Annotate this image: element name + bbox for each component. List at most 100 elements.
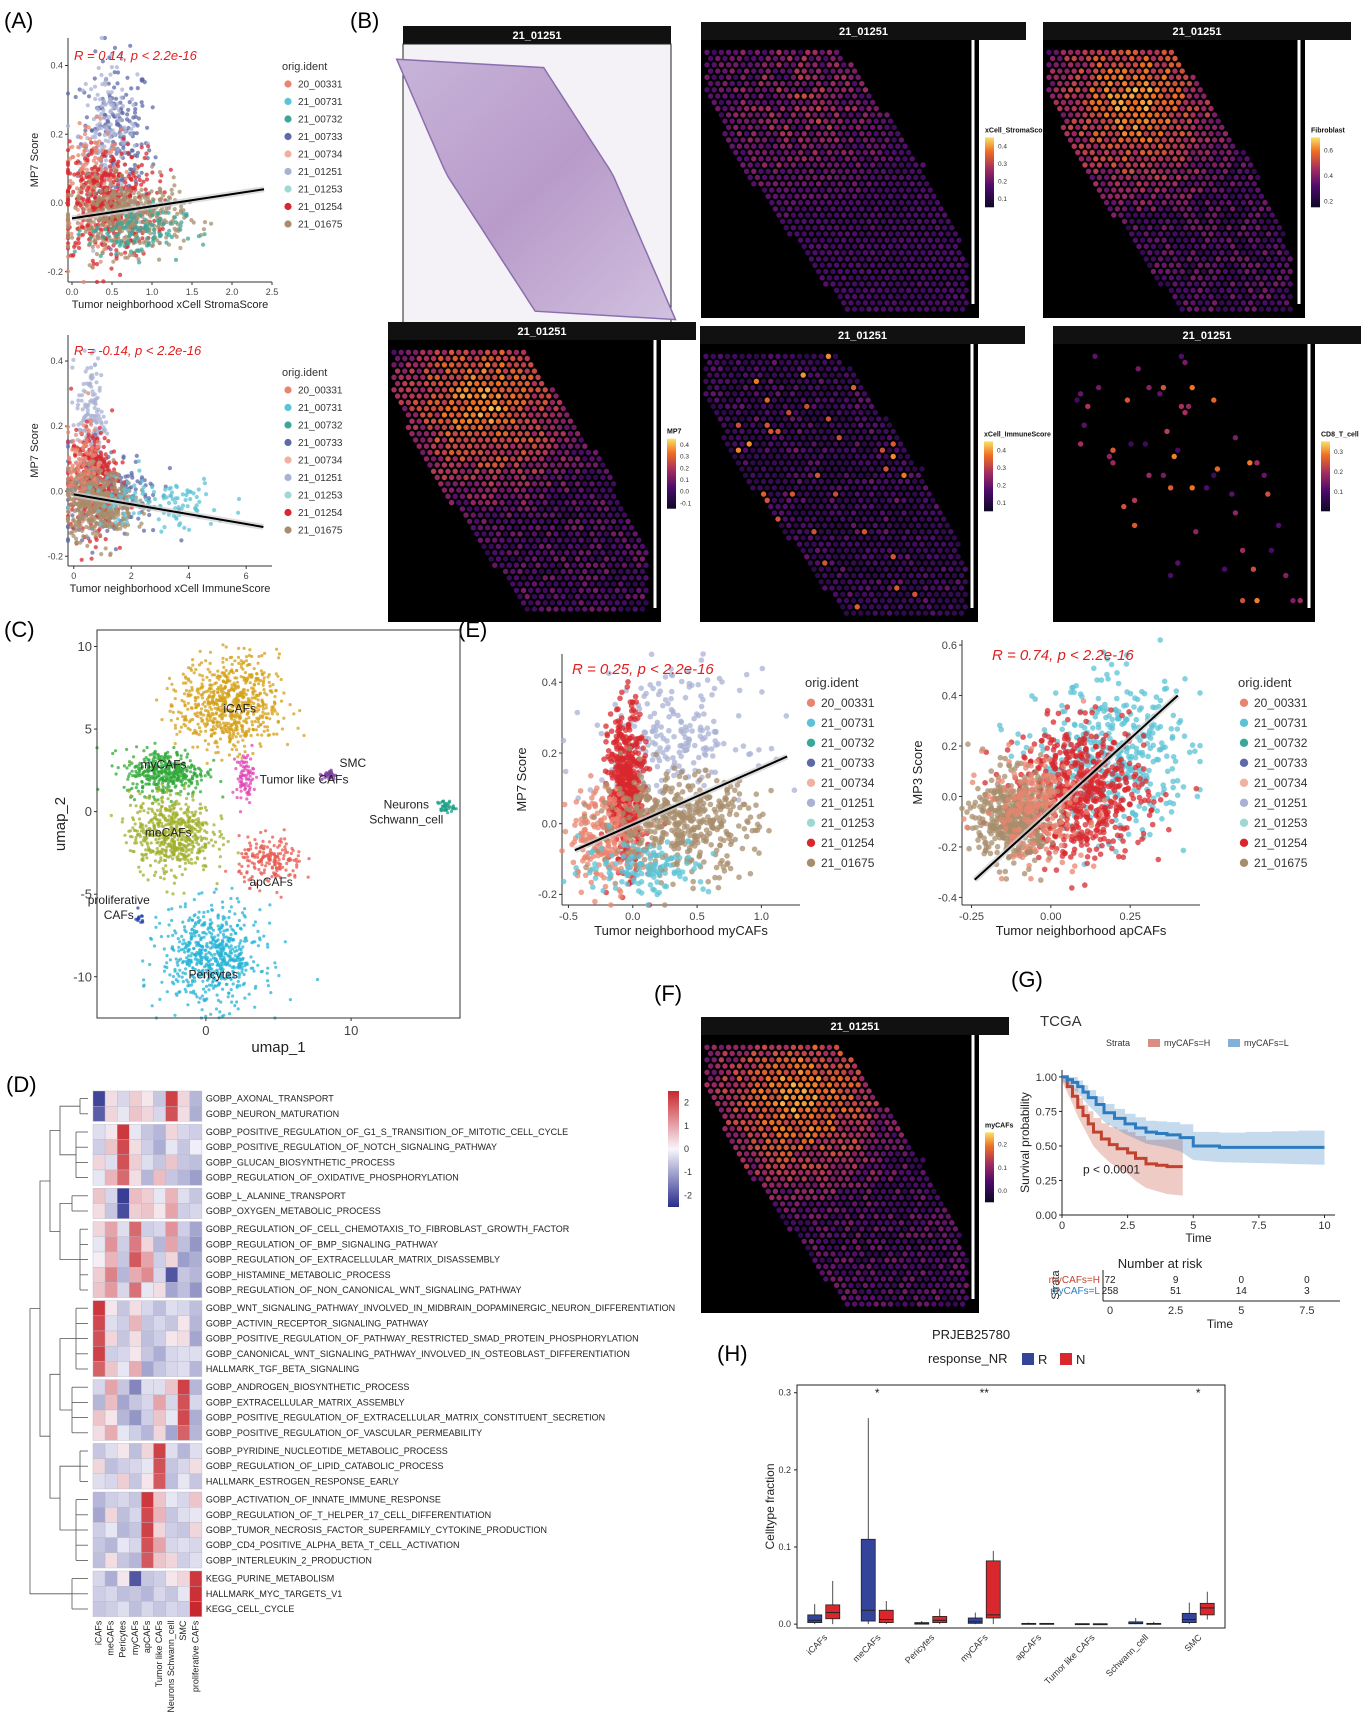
spot bbox=[412, 349, 419, 355]
spot bbox=[1157, 156, 1164, 162]
point-21_00731 bbox=[131, 511, 136, 516]
panel-label-f: (F) bbox=[654, 981, 682, 1006]
y-axis-label: MP7 Score bbox=[29, 133, 41, 187]
spot bbox=[1273, 306, 1279, 312]
spot bbox=[776, 174, 782, 181]
spot bbox=[920, 275, 926, 281]
point-21_01675 bbox=[113, 477, 118, 482]
spot bbox=[1197, 300, 1203, 306]
point-21_01675 bbox=[65, 479, 71, 484]
point-21_01251 bbox=[91, 248, 96, 253]
spot bbox=[1147, 99, 1153, 106]
spot bbox=[751, 68, 757, 74]
spot bbox=[805, 74, 811, 81]
spot bbox=[1085, 105, 1092, 112]
point-21_01675 bbox=[84, 171, 89, 176]
spot bbox=[941, 300, 948, 306]
spot bbox=[715, 80, 721, 87]
spot bbox=[1121, 181, 1128, 187]
spot bbox=[1125, 149, 1131, 156]
spot bbox=[1118, 187, 1124, 193]
point-20_00331 bbox=[94, 147, 99, 152]
point-21_00733 bbox=[126, 107, 131, 112]
spot bbox=[794, 156, 800, 162]
spot bbox=[733, 74, 739, 81]
point-21_00731 bbox=[136, 459, 141, 464]
spot bbox=[1129, 105, 1135, 112]
spot bbox=[1233, 187, 1239, 193]
point-21_01254 bbox=[99, 175, 104, 180]
spot bbox=[1154, 212, 1160, 218]
spot bbox=[1147, 49, 1153, 55]
spot bbox=[758, 118, 764, 124]
spot bbox=[841, 199, 847, 206]
spot bbox=[1244, 206, 1250, 212]
spot bbox=[1190, 199, 1196, 206]
spot bbox=[1193, 93, 1200, 99]
point-21_01675 bbox=[107, 513, 112, 518]
point-21_01254 bbox=[143, 187, 148, 192]
point-21_01254 bbox=[68, 253, 74, 258]
spot bbox=[923, 281, 930, 287]
legend-title: orig.ident bbox=[282, 61, 327, 73]
point-21_01251 bbox=[108, 135, 113, 140]
spot bbox=[1049, 55, 1056, 62]
spot bbox=[891, 262, 897, 268]
spot bbox=[1237, 168, 1243, 174]
spot bbox=[1215, 231, 1221, 237]
spot bbox=[1132, 225, 1139, 231]
spot bbox=[1071, 131, 1077, 137]
spot bbox=[877, 112, 883, 118]
spot bbox=[848, 112, 854, 118]
spot bbox=[805, 112, 811, 118]
spot bbox=[1172, 256, 1178, 262]
spot bbox=[1075, 149, 1081, 156]
spot bbox=[772, 168, 779, 174]
point-21_01254 bbox=[108, 168, 114, 173]
spot bbox=[880, 268, 887, 275]
spot bbox=[920, 199, 926, 206]
spot bbox=[794, 131, 800, 137]
spot bbox=[1107, 80, 1113, 87]
point-21_01675 bbox=[111, 457, 116, 463]
spot bbox=[1136, 206, 1142, 212]
spot bbox=[765, 143, 771, 149]
spot bbox=[949, 275, 955, 281]
point-21_01251 bbox=[71, 423, 76, 428]
spot bbox=[1071, 143, 1077, 149]
spot bbox=[1283, 262, 1290, 268]
y-tick-label: 0.2 bbox=[50, 421, 63, 431]
point-21_01675 bbox=[181, 238, 186, 243]
point-21_00733 bbox=[147, 148, 152, 153]
point-21_01254 bbox=[84, 188, 89, 193]
point-21_01254 bbox=[113, 461, 119, 466]
spot bbox=[1129, 80, 1135, 87]
spot bbox=[1244, 306, 1250, 312]
spot bbox=[1222, 243, 1229, 250]
spot bbox=[1100, 68, 1106, 74]
spot bbox=[790, 174, 797, 181]
spot bbox=[841, 87, 847, 93]
point-21_01251 bbox=[116, 112, 121, 118]
point-21_01254 bbox=[90, 434, 95, 439]
point-21_01675 bbox=[120, 228, 125, 234]
spot bbox=[1204, 174, 1211, 181]
point-21_00732 bbox=[179, 220, 184, 225]
spot bbox=[805, 237, 811, 243]
point-20_00331 bbox=[86, 391, 91, 396]
spot bbox=[1161, 137, 1167, 143]
point-21_01251 bbox=[88, 399, 93, 404]
spot bbox=[1157, 80, 1164, 87]
spot bbox=[1143, 168, 1149, 174]
spot bbox=[1265, 206, 1272, 212]
spot bbox=[916, 206, 923, 212]
spot bbox=[1046, 87, 1052, 93]
spot bbox=[1150, 206, 1157, 212]
spot bbox=[1190, 149, 1196, 156]
spot bbox=[916, 231, 923, 237]
spot bbox=[1093, 68, 1099, 74]
point-21_01254 bbox=[80, 232, 85, 237]
spot bbox=[837, 68, 843, 74]
spot bbox=[1161, 275, 1167, 281]
point-21_01675 bbox=[90, 481, 95, 486]
